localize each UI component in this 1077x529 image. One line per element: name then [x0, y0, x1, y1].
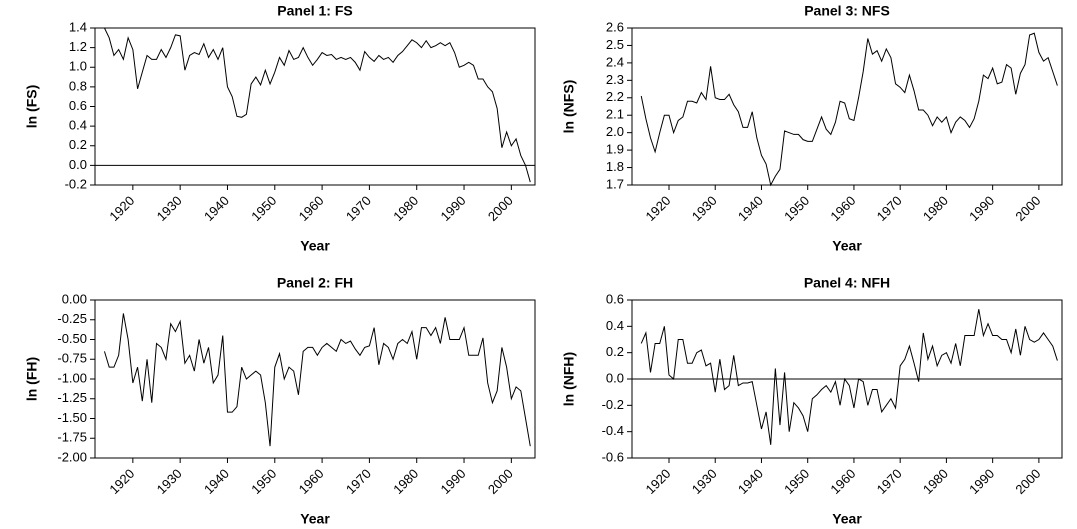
- x-tick-label: 1990: [966, 193, 997, 224]
- x-tick-label: 1940: [735, 466, 766, 497]
- x-tick-label: 1950: [248, 193, 279, 224]
- x-tick-label: 1940: [735, 193, 766, 224]
- y-tick-label: 1.0: [69, 59, 87, 74]
- x-tick-label: 1990: [438, 193, 469, 224]
- y-tick-label: 0.0: [606, 370, 624, 385]
- y-tick-label: 2.3: [606, 72, 624, 87]
- panel-title: Panel 2: FH: [277, 275, 353, 291]
- x-tick-label: 1990: [438, 466, 469, 497]
- y-tick-label: 0.0: [69, 157, 87, 172]
- y-tick-label: 0.4: [606, 318, 624, 333]
- x-tick-label: 1930: [154, 466, 185, 497]
- x-tick-label: 1980: [390, 466, 421, 497]
- y-axis-title: ln (NFS): [561, 80, 577, 134]
- y-tick-label: -1.25: [57, 390, 87, 405]
- y-tick-label: 0.6: [69, 98, 87, 113]
- x-tick-label: 1950: [248, 466, 279, 497]
- y-tick-label: 2.2: [606, 89, 624, 104]
- x-axis-title: Year: [832, 511, 862, 527]
- x-tick-label: 2000: [1012, 466, 1043, 497]
- y-tick-label: 0.6: [606, 291, 624, 306]
- y-tick-label: 1.2: [69, 39, 87, 54]
- x-axis-title: Year: [300, 511, 330, 527]
- x-tick-label: 1970: [874, 466, 905, 497]
- y-tick-label: -1.75: [57, 430, 87, 445]
- x-tick-label: 2000: [1012, 193, 1043, 224]
- y-axis-title: ln (FS): [24, 85, 40, 129]
- panel: Panel 1: FS -0.2 0.0 0.2 0.4 0.6 0.8 1.0 1.2 1.4 1…: [24, 3, 536, 254]
- x-tick-label: 1960: [296, 193, 327, 224]
- x-tick-label: 1970: [343, 466, 374, 497]
- x-tick-label: 1930: [154, 193, 185, 224]
- panel: Panel 3: NFS 1.7 1.8 1.9 2.0 2.1 2.2 2.3 2.4 2.5 2…: [561, 3, 1063, 254]
- y-tick-label: 0.2: [606, 344, 624, 359]
- plot-frame: [94, 27, 536, 186]
- x-tick-label: 1980: [920, 466, 951, 497]
- x-tick-label: 1980: [390, 193, 421, 224]
- plot-frame: [94, 299, 536, 459]
- x-tick-label: 1960: [827, 466, 858, 497]
- y-tick-label: -0.25: [57, 311, 87, 326]
- panel-title: Panel 4: NFH: [804, 275, 890, 291]
- y-tick-label: 1.8: [606, 159, 624, 174]
- y-tick-label: -0.2: [65, 176, 87, 191]
- y-tick-label: 0.4: [69, 118, 87, 133]
- panel-title: Panel 3: NFS: [804, 3, 890, 19]
- x-tick-label: 1940: [201, 193, 232, 224]
- panel: Panel 2: FH -2.00 -1.75 -1.50 -1.25 -1.00 -0.7…: [24, 275, 536, 527]
- y-tick-label: -0.50: [57, 331, 87, 346]
- data-line: [640, 32, 1058, 187]
- y-tick-label: 0.00: [62, 291, 87, 306]
- plot-frame: [631, 27, 1063, 186]
- y-tick-label: 2.1: [606, 107, 624, 122]
- x-axis-title: Year: [832, 238, 862, 254]
- x-tick-label: 2000: [485, 466, 516, 497]
- x-tick-label: 1950: [781, 466, 812, 497]
- data-line: [103, 313, 531, 447]
- y-tick-label: -2.00: [57, 449, 87, 464]
- x-tick-label: 1970: [874, 193, 905, 224]
- x-tick-label: 1960: [827, 193, 858, 224]
- y-tick-label: 1.4: [69, 19, 87, 34]
- y-tick-label: 2.6: [606, 19, 624, 34]
- y-tick-label: 2.0: [606, 124, 624, 139]
- y-tick-label: -1.00: [57, 370, 87, 385]
- panel-title: Panel 1: FS: [277, 3, 352, 19]
- y-tick-label: 1.9: [606, 142, 624, 157]
- x-axis-title: Year: [300, 238, 330, 254]
- y-tick-label: 2.5: [606, 37, 624, 52]
- x-tick-label: 1990: [966, 466, 997, 497]
- x-tick-label: 1930: [689, 193, 720, 224]
- x-tick-label: 1920: [106, 193, 137, 224]
- x-tick-label: 1920: [106, 466, 137, 497]
- y-tick-label: 1.7: [606, 176, 624, 191]
- x-tick-label: 1960: [296, 466, 327, 497]
- y-tick-label: 0.2: [69, 137, 87, 152]
- x-tick-label: 1950: [781, 193, 812, 224]
- x-tick-label: 1940: [201, 466, 232, 497]
- y-tick-label: -0.75: [57, 351, 87, 366]
- x-tick-label: 1980: [920, 193, 951, 224]
- y-tick-label: -0.2: [602, 397, 624, 412]
- y-tick-label: -1.50: [57, 410, 87, 425]
- y-tick-label: 2.4: [606, 54, 624, 69]
- x-tick-label: 1930: [689, 466, 720, 497]
- data-line: [640, 309, 1058, 445]
- y-tick-label: 0.8: [69, 78, 87, 93]
- x-tick-label: 1920: [642, 193, 673, 224]
- x-tick-label: 1920: [642, 466, 673, 497]
- x-tick-label: 2000: [485, 193, 516, 224]
- y-tick-label: -0.4: [602, 423, 624, 438]
- y-axis-title: ln (NFH): [561, 352, 577, 406]
- y-tick-label: -0.6: [602, 449, 624, 464]
- y-axis-title: ln (FH): [24, 357, 40, 401]
- data-line: [104, 27, 531, 183]
- panel: Panel 4: NFH -0.6 -0.4 -0.2 0.0 0.2 0.4 0.6 1920…: [561, 275, 1063, 527]
- x-tick-label: 1970: [343, 193, 374, 224]
